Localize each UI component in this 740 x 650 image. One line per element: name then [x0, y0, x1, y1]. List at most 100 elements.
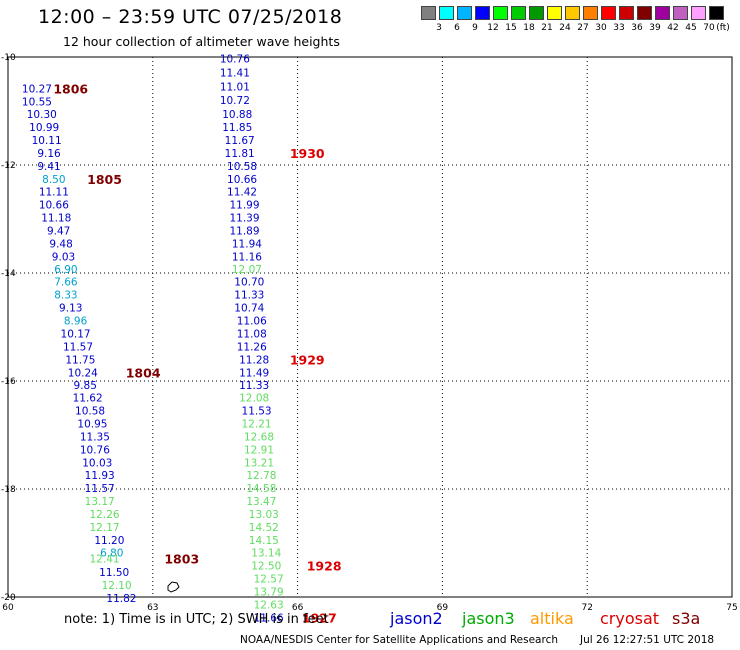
wave-height-value: 6.90: [54, 264, 77, 276]
x-tick-label: 66: [292, 603, 304, 613]
wave-height-value: 11.49: [239, 367, 269, 379]
wave-height-value: 11.81: [225, 148, 255, 160]
wave-height-value: 8.33: [54, 290, 77, 302]
legend-tick-label: 6: [454, 23, 460, 33]
legend-tick-label: 45: [685, 23, 697, 33]
legend-tick-label: 12: [487, 23, 499, 33]
legend-tick-label: 24: [559, 23, 571, 33]
chart-title: 12:00 – 23:59 UTC 07/25/2018: [38, 6, 343, 28]
wave-height-value: 9.13: [59, 303, 82, 315]
legend-color-cell: [493, 6, 508, 20]
wave-height-value: 11.42: [227, 186, 257, 198]
wave-height-value: 10.88: [222, 109, 252, 121]
pass-time-label: 1928: [307, 559, 342, 574]
wave-height-value: 11.93: [85, 470, 115, 482]
legend-tick-label: 21: [541, 23, 553, 33]
wave-height-value: 9.41: [37, 161, 60, 173]
x-tick-label: 60: [2, 603, 14, 613]
wave-height-value: 12.41: [90, 554, 120, 566]
legend-tick-label: 42: [667, 23, 679, 33]
wave-height-value: 11.20: [94, 535, 124, 547]
wave-height-value: 14.58: [246, 483, 276, 495]
wave-height-value: 12.17: [90, 522, 120, 534]
legend-tick-label: 3: [436, 23, 442, 33]
legend-altika: altika: [530, 609, 574, 628]
wave-height-value: 12.50: [251, 561, 281, 573]
wave-height-value: 10.03: [82, 458, 112, 470]
island-outline: [167, 581, 180, 593]
legend-color-cell: [673, 6, 688, 20]
wave-height-value: 8.50: [42, 174, 65, 186]
legend-tick-label: 30: [595, 23, 607, 33]
legend-unit-label: (ft): [716, 23, 730, 33]
wave-height-value: 9.16: [37, 148, 61, 160]
wave-height-value: 7.66: [54, 277, 78, 289]
legend-tick-label: 18: [523, 23, 535, 33]
wave-height-value: 9.03: [52, 251, 75, 263]
wave-height-value: 11.53: [242, 406, 272, 418]
wave-height-value: 13.14: [251, 548, 281, 560]
wave-height-value: 13.17: [85, 496, 115, 508]
legend-color-cell: [619, 6, 634, 20]
plot-frame: [7, 56, 733, 598]
wave-height-value: 12.26: [90, 509, 120, 521]
wave-height-value: 10.72: [220, 95, 250, 107]
wave-height-value: 10.24: [68, 367, 98, 379]
wave-height-value: 10.17: [61, 328, 91, 340]
wave-height-value: 10.58: [227, 161, 257, 173]
legend-color-cell: [457, 6, 472, 20]
wave-height-value: 11.08: [237, 328, 267, 340]
legend-tick-label: 33: [613, 23, 625, 33]
wave-height-value: 10.27: [22, 83, 52, 95]
legend-color-cell: [583, 6, 598, 20]
legend-tick-label: 70: [703, 23, 715, 33]
wave-height-value: 11.33: [234, 290, 264, 302]
wave-height-value: 11.33: [239, 380, 269, 392]
wave-height-value: 11.89: [229, 225, 259, 237]
wave-height-value: 14.52: [249, 522, 279, 534]
pass-time-label: 1803: [164, 552, 199, 567]
wave-height-value: 10.58: [75, 406, 105, 418]
x-tick-label: 69: [437, 603, 449, 613]
pass-time-label: 1929: [290, 352, 325, 367]
wave-height-value: 12.07: [232, 264, 262, 276]
legend-color-cell: [421, 6, 436, 20]
pass-time-label: 1805: [87, 172, 122, 187]
wave-height-value: 11.62: [73, 393, 103, 405]
wave-height-value: 10.55: [22, 96, 52, 108]
legend-color-cell: [529, 6, 544, 20]
wave-height-value: 11.28: [239, 354, 269, 366]
legend-color-cell: [637, 6, 652, 20]
wave-height-value: 12.08: [239, 393, 269, 405]
wave-height-value: 11.39: [229, 212, 259, 224]
legend-tick-label: 36: [631, 23, 643, 33]
wave-height-value: 11.50: [99, 567, 129, 579]
legend-s3a: s3a: [672, 609, 701, 628]
wave-height-value: 12.57: [254, 574, 284, 586]
wave-height-value: 10.66: [39, 199, 69, 211]
wave-height-value: 11.57: [63, 341, 93, 353]
wave-height-value: 14.15: [249, 535, 279, 547]
wave-height-value: 12.91: [244, 445, 274, 457]
wave-height-value: 12.10: [102, 580, 132, 592]
wave-height-value: 13.47: [246, 496, 276, 508]
legend-color-cell: [565, 6, 580, 20]
legend-color-cell: [691, 6, 706, 20]
legend-color-cell: [511, 6, 526, 20]
wave-height-value: 13.79: [254, 587, 284, 599]
wave-height-value: 10.70: [234, 277, 264, 289]
footnote: note: 1) Time is in UTC; 2) SWH is in fe…: [64, 612, 329, 627]
legend-color-cell: [547, 6, 562, 20]
y-tick-label: -10: [1, 53, 16, 63]
legend-tick-label: 15: [505, 23, 517, 33]
y-tick-label: -14: [1, 269, 16, 279]
wave-height-value: 10.76: [80, 445, 110, 457]
wave-height-value: 11.18: [41, 212, 71, 224]
x-tick-label: 72: [581, 603, 592, 613]
wave-height-value: 10.74: [234, 303, 264, 315]
wave-height-value: 10.30: [27, 109, 57, 121]
pass-time-label: 1930: [290, 146, 325, 161]
wave-height-value: 9.85: [74, 380, 97, 392]
legend-jason3: jason3: [462, 609, 515, 628]
wave-height-value: 11.85: [222, 122, 252, 134]
